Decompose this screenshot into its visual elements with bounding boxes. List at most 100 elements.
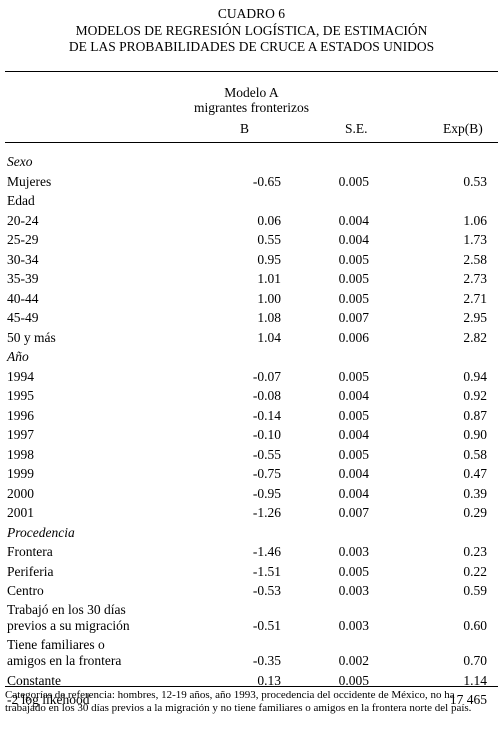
row-label: -2 log likehood — [7, 692, 90, 707]
row-label: Trabajó en los 30 días previos a su migra… — [7, 602, 130, 634]
row-label-line-2: amigos en la frontera — [7, 652, 122, 668]
row-label: 1997 — [7, 427, 34, 442]
row-label: 20-24 — [7, 212, 39, 228]
row-label: 2001 — [7, 505, 34, 520]
value-se: 0.007 — [338, 505, 369, 520]
value-se: 0.005 — [338, 290, 369, 306]
value-b: 0.06 — [257, 212, 281, 228]
value-b: -0.35 — [252, 652, 281, 668]
value-se: 0.007 — [338, 310, 369, 325]
row-label: 1996 — [7, 407, 34, 423]
value-b: 1.00 — [257, 290, 281, 306]
value-exp: 1.73 — [463, 232, 487, 247]
top-rule — [5, 71, 498, 72]
table-row: 2000 -0.95 0.004 0.39 — [0, 484, 503, 504]
value-se: 0.004 — [338, 466, 369, 481]
value-exp: 0.47 — [463, 466, 487, 481]
row-label: 30-34 — [7, 251, 39, 267]
value-b: -1.46 — [252, 544, 281, 559]
value-b: -0.10 — [252, 427, 281, 442]
value-b: 0.13 — [257, 672, 281, 688]
row-label: 25-29 — [7, 232, 39, 247]
value-exp: 0.90 — [463, 427, 487, 442]
value-se: 0.004 — [338, 427, 369, 442]
table-row: Trabajó en los 30 días previos a su migra… — [0, 601, 503, 636]
column-header-exp: Exp(B) — [443, 121, 483, 136]
value-b: -0.75 — [252, 466, 281, 481]
row-label: Mujeres — [7, 173, 52, 189]
value-exp: 0.92 — [463, 388, 487, 403]
value-exp: 1.14 — [463, 672, 487, 688]
table-section-row: Sexo — [0, 152, 503, 172]
table-section-row: Procedencia — [0, 523, 503, 543]
row-label: Periferia — [7, 563, 54, 579]
value-se: 0.005 — [338, 672, 369, 688]
value-b: -0.08 — [252, 388, 281, 403]
value-b: -0.95 — [252, 485, 281, 501]
value-se: 0.004 — [338, 232, 369, 247]
table-row: 35-39 1.01 0.005 2.73 — [0, 269, 503, 289]
value-b: 0.95 — [257, 251, 281, 267]
value-b: 1.08 — [257, 310, 281, 325]
header-rule — [5, 142, 498, 143]
row-label-line-1: Trabajó en los 30 días — [7, 601, 126, 617]
value-exp: 0.60 — [463, 617, 487, 633]
table-body: Sexo Mujeres -0.65 0.005 0.53 Edad 20-24 0.06 0.… — [0, 152, 503, 710]
row-label: 35-39 — [7, 271, 39, 286]
table-title-line-1: MODELOS DE REGRESIÓN LOGÍSTICA, DE ESTIM… — [75, 22, 428, 38]
value-exp: 2.71 — [463, 290, 487, 306]
value-exp: 2.95 — [463, 310, 487, 325]
value-se: 0.003 — [338, 583, 369, 598]
value-exp: 0.39 — [463, 485, 487, 501]
row-label: Procedencia — [7, 524, 75, 540]
table-row: 20-24 0.06 0.004 1.06 — [0, 211, 503, 231]
value-b: -0.53 — [252, 583, 281, 598]
value-se: 0.005 — [338, 407, 369, 423]
bottom-rule — [5, 686, 498, 687]
value-se: 0.004 — [338, 388, 369, 403]
row-label: Edad — [7, 193, 35, 208]
value-se: 0.004 — [338, 485, 369, 501]
table-row: 1995 -0.08 0.004 0.92 — [0, 386, 503, 406]
value-exp: 0.58 — [463, 446, 487, 462]
table-row: 2001 -1.26 0.007 0.29 — [0, 503, 503, 523]
model-name: Modelo A — [224, 85, 279, 100]
value-se: 0.005 — [338, 173, 369, 189]
column-header-b: B — [240, 121, 250, 136]
value-exp: 0.53 — [463, 173, 487, 189]
value-se: 0.005 — [338, 368, 369, 384]
value-b: 0.55 — [257, 232, 281, 247]
value-b: -0.51 — [252, 617, 281, 633]
table-row: 1994 -0.07 0.005 0.94 — [0, 367, 503, 387]
table-row: 1997 -0.10 0.004 0.90 — [0, 425, 503, 445]
table-row: 45-49 1.08 0.007 2.95 — [0, 308, 503, 328]
row-label-line-1: Tiene familiares o — [7, 636, 105, 652]
table-section-row: Año — [0, 347, 503, 367]
value-se: 0.005 — [338, 563, 369, 579]
table-row: 1999 -0.75 0.004 0.47 — [0, 464, 503, 484]
table-row: 1998 -0.55 0.005 0.58 — [0, 445, 503, 465]
table-row: Mujeres -0.65 0.005 0.53 — [0, 172, 503, 192]
value-se: 0.003 — [338, 617, 369, 633]
row-label: Tiene familiares o amigos en la frontera — [7, 637, 121, 669]
row-label: Año — [7, 349, 29, 364]
value-b: -0.65 — [252, 173, 281, 189]
row-label: Sexo — [7, 154, 33, 169]
value-b: -1.26 — [252, 505, 281, 520]
row-label: 45-49 — [7, 310, 39, 325]
table-row: Tiene familiares o amigos en la frontera -… — [0, 636, 503, 671]
value-exp: 0.70 — [463, 652, 487, 668]
value-exp: 2.73 — [463, 271, 487, 286]
model-subtitle: migrantes fronterizos — [193, 100, 310, 115]
value-se: 0.005 — [338, 446, 369, 462]
table-footnote: Categorías de referencia: hombres, 12-19… — [5, 689, 472, 714]
value-exp: 0.59 — [463, 583, 487, 598]
value-se: 0.006 — [338, 329, 369, 345]
value-se: 0.005 — [338, 271, 369, 286]
row-label: 1999 — [7, 466, 34, 481]
value-b: -1.51 — [252, 563, 281, 579]
value-se: 0.004 — [338, 212, 369, 228]
row-label: 1994 — [7, 368, 34, 384]
row-label-line-2: previos a su migración — [7, 617, 130, 633]
